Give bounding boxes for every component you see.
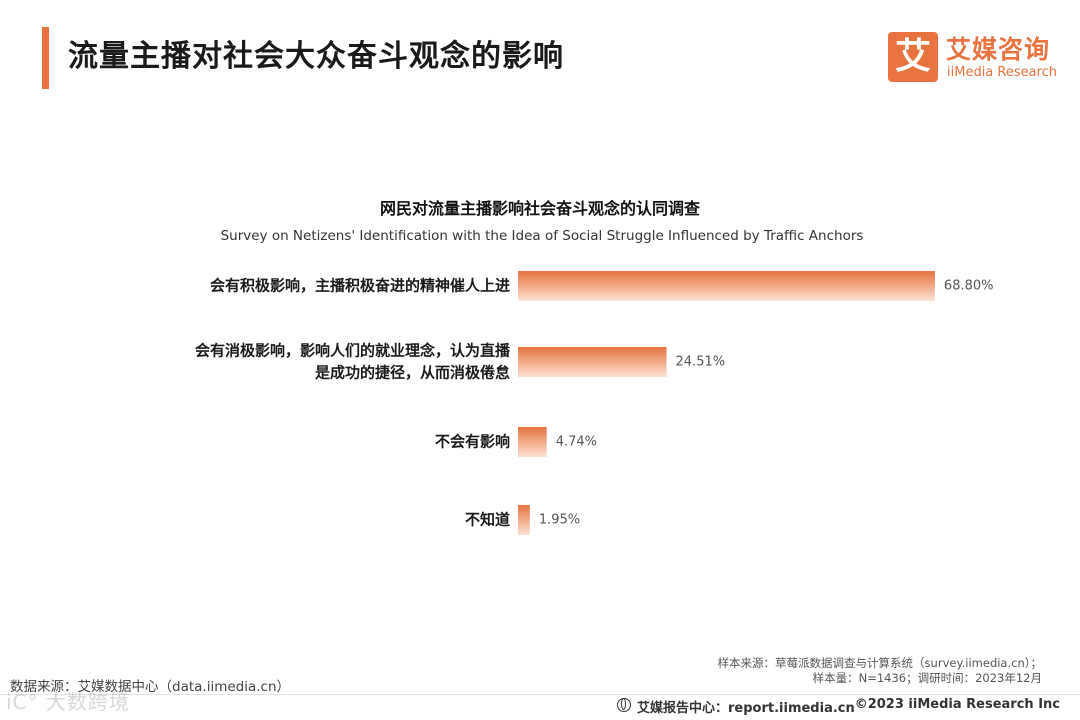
logo-en-text: iiMedia Research (947, 65, 1058, 80)
logo-glyph: 艾 (894, 36, 931, 77)
category-label-3: 不会有影响 (435, 433, 510, 451)
title-accent-bar (42, 27, 49, 89)
bar-2 (518, 347, 667, 377)
copyright: ©2023 iiMedia Research Inc (854, 697, 1060, 712)
report-center-link[interactable]: 艾媒报告中心：report.iimedia.cn (637, 701, 855, 716)
value-label-4: 1.95% (539, 513, 580, 528)
category-label-4: 不知道 (465, 511, 510, 529)
page-title: 流量主播对社会大众奋斗观念的影响 (68, 39, 564, 74)
bar-3 (518, 427, 547, 457)
chart-title: 网民对流量主播影响社会奋斗观念的认同调查 (379, 199, 700, 218)
value-label-3: 4.74% (556, 435, 597, 450)
bar-4 (518, 505, 530, 535)
watermark: iC° 大数跨境 (6, 690, 130, 714)
category-label-2-line-2: 是成功的捷径，从而消极倦怠 (314, 364, 510, 382)
logo-cn-text: 艾媒咨询 (946, 35, 1051, 64)
value-label-2: 24.51% (676, 355, 726, 370)
globe-icon (617, 698, 631, 712)
chart-subtitle: Survey on Netizens' Identification with … (220, 228, 864, 244)
logo-badge: 艾 (888, 32, 938, 82)
category-label-2-line-1: 会有消极影响，影响人们的就业理念，认为直播 (195, 342, 511, 360)
sample-source: 样本来源：草莓派数据调查与计算系统（survey.iimedia.cn）； (717, 656, 1042, 670)
bar-chart: 68.80% 会有积极影响，主播积极奋进的精神催人上进 24.51% 会有消极影响，影… (195, 271, 994, 535)
value-label-1: 68.80% (944, 279, 994, 294)
category-label-1: 会有积极影响，主播积极奋进的精神催人上进 (210, 277, 510, 295)
bar-1 (518, 271, 935, 301)
data-source: 数据来源：艾媒数据中心（data.iimedia.cn） (10, 679, 291, 695)
sample-size: 样本量：N=1436；调研时间：2023年12月 (812, 671, 1042, 685)
iimedia-logo: 艾 艾媒咨询 iiMedia Research (888, 30, 1068, 85)
footer-divider (0, 694, 1080, 695)
